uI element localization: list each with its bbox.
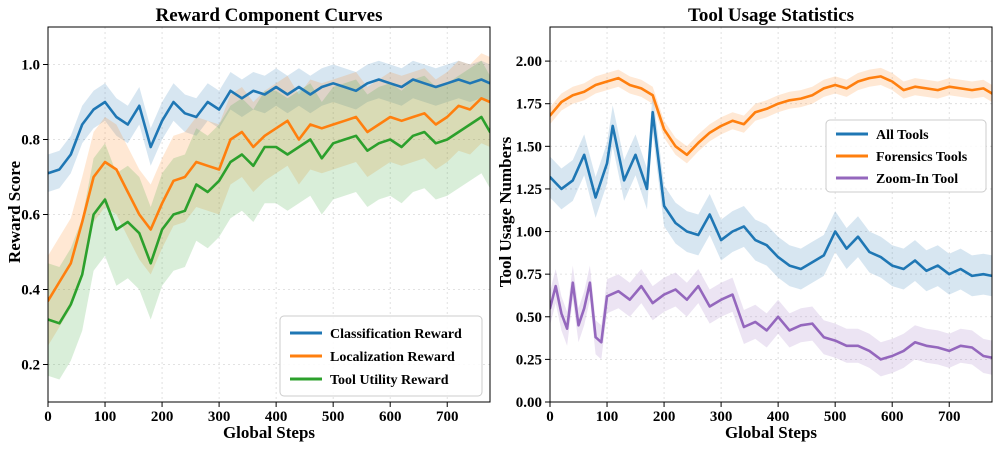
y-tick-label: 2.00	[516, 54, 542, 70]
x-tick-label: 700	[938, 409, 961, 425]
series-line-tool-utility-reward	[48, 115, 490, 325]
y-axis-label: Tool Usage Numbers	[496, 136, 515, 287]
x-tick-label: 100	[596, 409, 619, 425]
band-zoom-in-tool	[550, 265, 992, 377]
y-tick-label: 0.4	[21, 283, 40, 299]
y-tick-label: 0.00	[516, 395, 542, 411]
legend-label-tool-utility: Tool Utility Reward	[330, 373, 449, 388]
legend-label-localization: Localization Reward	[330, 350, 455, 365]
x-tick-label: 300	[208, 409, 231, 425]
series-line-classification-reward	[48, 78, 490, 175]
x-tick-label: 200	[151, 409, 174, 425]
x-tick-label: 100	[94, 409, 117, 425]
x-axis-label: Global Steps	[725, 423, 817, 442]
y-tick-label: 1.0	[21, 58, 40, 74]
legend-label-classification: Classification Reward	[330, 327, 462, 342]
plot-frame	[549, 26, 993, 403]
x-tick-label: 500	[824, 409, 847, 425]
series-line-localization-reward	[48, 97, 490, 303]
band-localization-reward	[48, 53, 490, 346]
plot-frame	[47, 26, 491, 403]
tool-usage-chart: Tool Usage Statistics Global Steps Tool …	[496, 5, 993, 442]
x-tick-label: 600	[379, 409, 402, 425]
x-axis-label: Global Steps	[223, 423, 315, 442]
y-tick-label: 0.25	[516, 352, 542, 368]
x-tick-label: 200	[653, 409, 676, 425]
chart-title: Reward Component Curves	[156, 5, 383, 26]
x-tick-label: 400	[265, 409, 288, 425]
band-forensics-tools	[550, 67, 992, 164]
y-axis-label: Reward Score	[5, 160, 24, 263]
y-tick-label: 1.50	[516, 139, 542, 155]
band-all-tools	[550, 91, 992, 297]
reward-component-chart: Reward Component Curves Global Steps Rew…	[5, 5, 491, 442]
y-tick-label: 0.75	[516, 267, 542, 283]
x-tick-label: 400	[767, 409, 790, 425]
legend-box	[279, 315, 483, 397]
y-tick-label: 1.25	[516, 182, 542, 198]
legend: All Tools Forensics Tools Zoom-In Tool	[825, 119, 987, 193]
band-tool-utility-reward	[48, 60, 490, 380]
band-classification-reward	[48, 60, 490, 192]
chart-title: Tool Usage Statistics	[688, 5, 854, 26]
y-tick-label: 0.50	[516, 310, 542, 326]
x-tick-label: 500	[322, 409, 345, 425]
legend-label-forensics-tools: Forensics Tools	[876, 150, 968, 165]
legend-box	[825, 119, 987, 193]
legend: Classification Reward Localization Rewar…	[279, 315, 483, 397]
x-tick-label: 300	[710, 409, 733, 425]
y-tick-label: 0.2	[21, 358, 40, 374]
y-tick-label: 1.00	[516, 225, 542, 241]
series-line-all-tools	[550, 110, 992, 278]
series-line-forensics-tools	[550, 75, 992, 157]
y-tick-label: 1.75	[516, 97, 542, 113]
x-tick-label: 0	[44, 409, 52, 425]
legend-label-all-tools: All Tools	[876, 128, 929, 143]
legend-label-zoom-in-tool: Zoom-In Tool	[876, 172, 958, 187]
x-tick-label: 0	[546, 409, 554, 425]
x-tick-label: 700	[436, 409, 459, 425]
y-tick-label: 0.6	[21, 208, 40, 224]
series-line-zoom-in-tool	[550, 281, 992, 361]
x-tick-label: 600	[881, 409, 904, 425]
y-tick-label: 0.8	[21, 133, 40, 149]
